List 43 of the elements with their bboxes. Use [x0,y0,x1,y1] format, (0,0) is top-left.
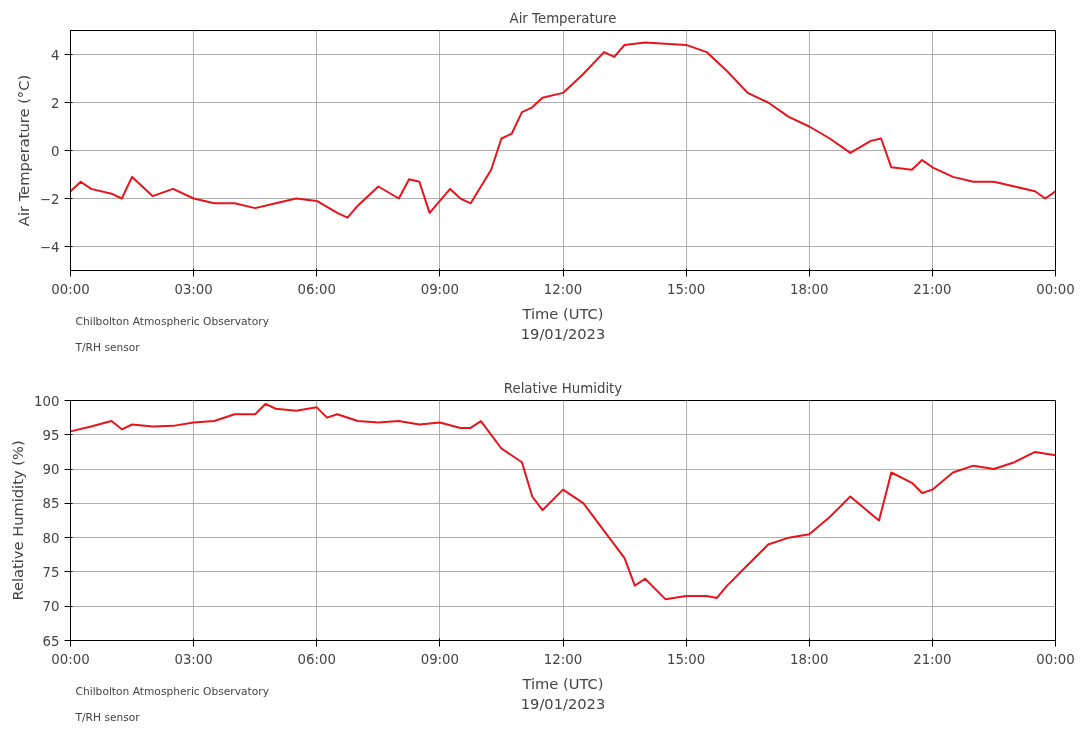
x-tick-label: 21:00 [913,281,952,297]
x-tick-label: 12:00 [543,281,583,297]
y-tick-label: −2 [39,191,60,207]
x-tick-label: 21:00 [913,651,952,667]
x-tick-label: 00:00 [1036,281,1075,297]
x-tick-label: 09:00 [420,281,460,297]
x-tick-label: 12:00 [543,651,583,667]
x-tick-label: 06:00 [297,651,336,667]
text: T/RH sensor [74,710,141,724]
text: T/RH sensor [74,340,141,354]
y-tick-label: 100 [34,393,60,409]
x-tick-label: 00:00 [51,281,90,297]
y-tick-label: 4 [51,47,60,63]
line-series [70,41,1056,219]
x-tick-label: 18:00 [790,281,829,297]
y-tick-label: 75 [42,564,60,580]
y-axis-title: Air Temperature (°C) [14,74,32,227]
y-tick-label: 0 [51,143,60,159]
y-tick-label: 2 [51,95,60,111]
x-tick-label: 03:00 [174,651,213,667]
x-tick-label: 18:00 [790,651,829,667]
text: Chilbolton Atmospheric Observatory [75,684,269,698]
x-tick-label: 00:00 [1036,651,1075,667]
y-axis-title: Relative Humidity (%) [9,440,27,601]
y-tick-label: 95 [42,427,60,443]
line-series [70,402,1056,601]
y-tick-label: 85 [42,496,60,512]
x-tick-label: 09:00 [420,651,460,667]
x-tick-label: 06:00 [297,281,336,297]
y-tick-label: 90 [42,462,60,478]
x-axis-title: Time (UTC) 19/01/2023 [520,304,606,342]
x-axis-title: Time (UTC) 19/01/2023 [520,674,606,712]
y-tick-label: 80 [42,530,60,546]
text: Chilbolton Atmospheric Observatory [75,314,269,328]
y-tick-label: 70 [42,599,60,615]
y-tick-label: 65 [42,633,60,649]
chart-title: Air Temperature [509,10,617,26]
y-tick-label: −4 [39,239,60,255]
x-tick-label: 15:00 [666,281,706,297]
x-tick-label: 15:00 [666,651,706,667]
x-tick-label: 00:00 [51,651,90,667]
chart-title: Relative Humidity [503,380,623,396]
x-tick-label: 03:00 [174,281,213,297]
